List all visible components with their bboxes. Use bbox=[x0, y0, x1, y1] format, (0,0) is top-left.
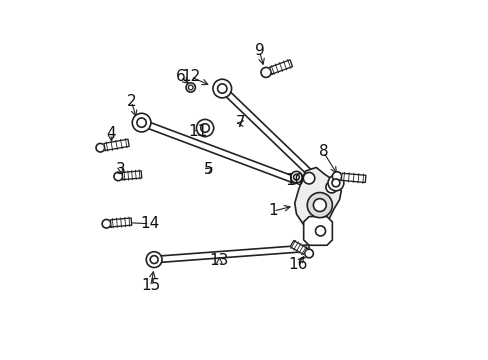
Circle shape bbox=[315, 226, 325, 236]
Polygon shape bbox=[140, 120, 297, 184]
Text: 5: 5 bbox=[203, 162, 213, 177]
Polygon shape bbox=[289, 240, 306, 255]
Polygon shape bbox=[122, 171, 142, 180]
Polygon shape bbox=[110, 218, 131, 227]
Circle shape bbox=[96, 143, 104, 152]
Circle shape bbox=[146, 252, 162, 267]
Text: 10: 10 bbox=[285, 172, 304, 188]
Circle shape bbox=[212, 79, 231, 98]
Circle shape bbox=[185, 83, 195, 92]
Circle shape bbox=[196, 120, 213, 136]
Circle shape bbox=[325, 181, 337, 193]
Polygon shape bbox=[303, 217, 332, 245]
Polygon shape bbox=[104, 139, 129, 150]
Circle shape bbox=[132, 113, 151, 132]
Text: 13: 13 bbox=[209, 253, 228, 268]
Circle shape bbox=[188, 85, 193, 90]
Circle shape bbox=[114, 172, 122, 181]
Text: 16: 16 bbox=[287, 257, 306, 272]
Circle shape bbox=[332, 172, 341, 181]
Circle shape bbox=[306, 193, 332, 218]
Circle shape bbox=[313, 199, 325, 212]
Circle shape bbox=[290, 171, 302, 183]
Circle shape bbox=[261, 67, 270, 77]
Text: 6: 6 bbox=[175, 68, 185, 84]
Circle shape bbox=[293, 174, 299, 180]
Text: 8: 8 bbox=[318, 144, 327, 159]
Circle shape bbox=[102, 220, 110, 228]
Circle shape bbox=[217, 84, 226, 93]
Polygon shape bbox=[220, 86, 320, 183]
Text: 9: 9 bbox=[254, 44, 264, 58]
Polygon shape bbox=[294, 167, 341, 230]
Text: 3: 3 bbox=[116, 162, 125, 177]
Circle shape bbox=[304, 249, 313, 258]
Circle shape bbox=[201, 124, 209, 132]
Circle shape bbox=[150, 256, 158, 264]
Text: 12: 12 bbox=[181, 68, 200, 84]
Circle shape bbox=[137, 118, 146, 127]
Text: 11: 11 bbox=[188, 124, 207, 139]
Circle shape bbox=[303, 172, 314, 184]
Circle shape bbox=[327, 175, 343, 191]
Polygon shape bbox=[154, 245, 308, 263]
Polygon shape bbox=[269, 60, 292, 74]
Text: 4: 4 bbox=[106, 126, 116, 141]
Text: 7: 7 bbox=[236, 115, 245, 130]
Text: 2: 2 bbox=[126, 94, 136, 109]
Text: 15: 15 bbox=[141, 278, 160, 293]
Polygon shape bbox=[341, 173, 365, 183]
Text: 1: 1 bbox=[268, 203, 278, 218]
Circle shape bbox=[331, 179, 339, 187]
Text: 14: 14 bbox=[140, 216, 159, 230]
